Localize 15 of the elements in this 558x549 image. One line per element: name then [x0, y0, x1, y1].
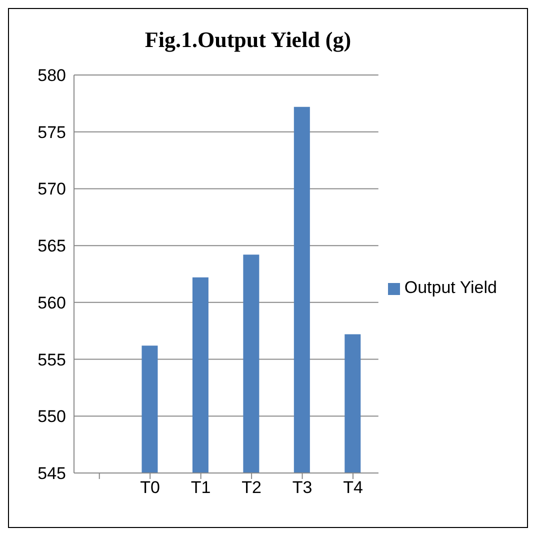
chart-title: Fig.1.Output Yield (g) [144, 27, 352, 53]
y-tick-label: 570 [38, 180, 66, 199]
y-tick-label: 575 [38, 122, 66, 142]
x-tick-label: T3 [292, 478, 312, 498]
x-tick-label: T0 [140, 478, 160, 498]
x-tick-label: T4 [343, 478, 363, 498]
x-tick-label: T1 [190, 478, 211, 498]
y-tick-label: 565 [38, 236, 66, 256]
y-tick-label: 580 [38, 66, 66, 86]
y-tick-label: 545 [38, 464, 66, 484]
legend-label: Output Yield [404, 278, 497, 297]
y-tick-label: 555 [38, 350, 66, 370]
x-tick-label: T2 [242, 478, 262, 498]
y-tick-label: 550 [38, 407, 66, 426]
y-tick-label: 560 [38, 293, 66, 312]
